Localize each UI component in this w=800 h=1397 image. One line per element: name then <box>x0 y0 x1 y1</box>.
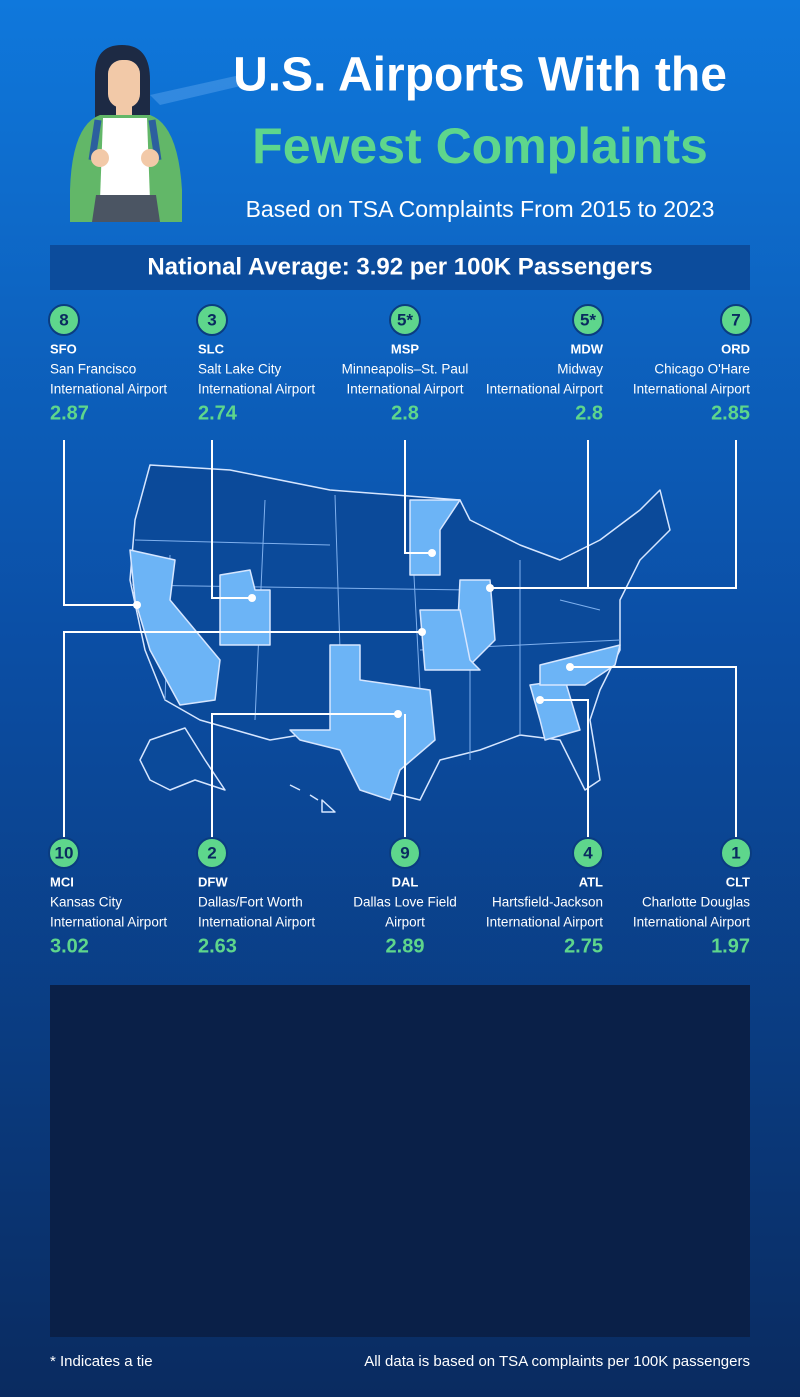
complaint-rate: 2.63 <box>198 935 237 957</box>
complaint-rate: 2.85 <box>711 402 750 424</box>
complaint-rate: 2.74 <box>198 402 238 424</box>
complaint-rate: 3.02 <box>50 935 89 957</box>
rank: 7 <box>731 310 740 329</box>
rank-badge <box>389 304 421 336</box>
airport-name: Kansas City <box>50 895 122 910</box>
airport-name: International Airport <box>50 915 167 930</box>
airport-code: MDW <box>571 341 604 356</box>
airport-name: International Airport <box>486 915 603 930</box>
airport-code: MSP <box>391 341 420 356</box>
airport-name: Dallas/Fort Worth <box>198 895 303 910</box>
rank: 5* <box>580 310 596 329</box>
airport-code: ATL <box>579 874 603 889</box>
airport-name: International Airport <box>50 382 167 397</box>
average-banner <box>50 245 750 290</box>
rank: 3 <box>207 310 216 329</box>
airport-name: Hartsfield-Jackson <box>492 895 603 910</box>
airport-list: 8 SFO San Francisco International Airport 2.… <box>48 304 752 957</box>
footer-source: All data is based on TSA complaints per … <box>364 1353 750 1370</box>
footer-note: * Indicates a tie <box>50 1353 153 1370</box>
complaint-rate: 1.97 <box>711 935 750 957</box>
rank-badge <box>48 837 80 869</box>
airport-name: Salt Lake City <box>198 362 282 377</box>
airport-code: CLT <box>726 874 750 889</box>
airport-name: International Airport <box>633 915 750 930</box>
rank: 9 <box>400 843 409 862</box>
airport-name: Minneapolis–St. Paul <box>342 362 469 377</box>
airport-name: Midway <box>557 362 603 377</box>
rank: 8 <box>59 310 68 329</box>
airport-name: Airport <box>385 915 425 930</box>
rank-badge <box>48 304 80 336</box>
airport-code: SFO <box>50 341 77 356</box>
rank: 4 <box>583 843 593 862</box>
airport-name: International Airport <box>198 915 315 930</box>
rank: 5* <box>397 310 413 329</box>
rank-badge <box>572 837 604 869</box>
title-line1: U.S. Airports With the <box>233 49 727 102</box>
airport-code: ORD <box>721 341 750 356</box>
rank-badge <box>196 837 228 869</box>
airport-name: Dallas Love Field <box>353 895 457 910</box>
title-line2: Fewest Complaints <box>252 118 708 174</box>
airport-name: International Airport <box>633 382 750 397</box>
rank-badge <box>572 304 604 336</box>
rank: 1 <box>731 843 740 862</box>
connectors <box>63 440 737 840</box>
airport-dots <box>133 549 574 718</box>
rank-badge <box>720 304 752 336</box>
complaint-rate: 2.89 <box>386 935 425 957</box>
airport-code: MCI <box>50 874 74 889</box>
subtitle: Based on TSA Complaints From 2015 to 202… <box>246 196 715 222</box>
complaint-rate: 2.8 <box>575 402 603 424</box>
complaint-rate: 2.8 <box>391 402 419 424</box>
empty-panel <box>50 985 750 1337</box>
airport-name: International Airport <box>198 382 315 397</box>
airport-code: DFW <box>198 874 228 889</box>
rank: 10 <box>55 843 74 862</box>
airport-name: Chicago O'Hare <box>654 362 750 377</box>
airport-name: International Airport <box>486 382 603 397</box>
complaint-rate: 2.75 <box>564 935 603 957</box>
airport-code: DAL <box>392 874 419 889</box>
rank-badge <box>196 304 228 336</box>
rank-badge <box>389 837 421 869</box>
rank-badge <box>720 837 752 869</box>
national-average: National Average: 3.92 per 100K Passenge… <box>147 253 652 280</box>
traveler-illustration <box>70 45 245 222</box>
airport-code: SLC <box>198 341 225 356</box>
airport-name: Charlotte Douglas <box>642 895 750 910</box>
complaint-rate: 2.87 <box>50 402 89 424</box>
airport-name: San Francisco <box>50 362 136 377</box>
rank: 2 <box>207 843 216 862</box>
airport-name: International Airport <box>346 382 463 397</box>
